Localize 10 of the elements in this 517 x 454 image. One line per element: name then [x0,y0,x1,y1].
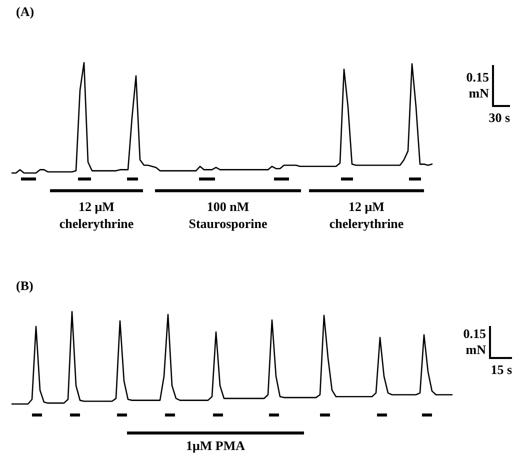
text: 1μM PMA [186,438,246,453]
text: 12 μM chelerythrine [59,199,134,231]
text: 12 μM chelerythrine [329,199,404,231]
text: 100 nM Staurosporine [188,199,268,231]
text: 30 s [488,110,510,125]
text: 0.15 mN [466,70,490,100]
text: 0.15 mN [463,326,487,357]
chart-title: (A) [16,4,34,19]
chart-title: (B) [16,278,34,293]
text: 15 s [490,362,512,377]
